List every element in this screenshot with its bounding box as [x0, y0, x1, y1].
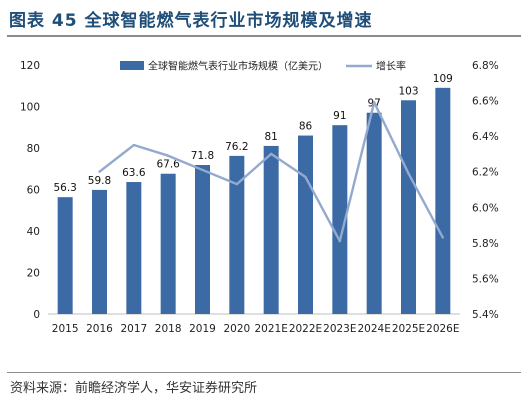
right-y-tick-label: 6.0% [472, 202, 499, 214]
right-y-tick-label: 5.4% [472, 309, 499, 321]
source-note: 资料来源：前瞻经济学人，华安证券研究所 [10, 381, 258, 396]
bar-series [57, 87, 451, 315]
bar-data-label: 103 [398, 85, 418, 97]
growth-line-series [98, 101, 445, 243]
bar [229, 155, 245, 314]
bar [160, 173, 176, 314]
bar-data-label: 76.2 [225, 141, 248, 153]
growth-point [235, 182, 239, 186]
x-tick-label: 2019 [189, 323, 216, 335]
left-y-tick-labels: 0 20 40 60 80 100 120 [20, 60, 40, 321]
bar [366, 112, 382, 314]
figure-title: 图表 45 全球智能燃气表行业市场规模及增速 [9, 11, 373, 31]
right-y-tick-label: 6.2% [472, 167, 499, 179]
growth-point [304, 175, 307, 179]
right-y-tick-label: 6.4% [472, 131, 499, 143]
bar-data-label: 71.8 [191, 150, 214, 162]
bar [92, 189, 107, 314]
growth-point [201, 168, 204, 172]
x-tick-label: 2018 [155, 323, 182, 335]
x-tick-label: 2015 [52, 323, 79, 335]
left-y-tick-label: 60 [27, 185, 40, 197]
x-tick-label: 2021E [254, 323, 287, 335]
growth-point [338, 239, 342, 243]
x-tick-label: 2016 [86, 323, 113, 335]
growth-point [269, 152, 273, 156]
bar-data-label: 67.6 [156, 159, 180, 171]
bar [401, 100, 416, 315]
x-tick-label: 2020 [223, 323, 250, 335]
growth-point [98, 170, 101, 173]
bar-data-label: 56.3 [53, 182, 76, 194]
bar [195, 165, 210, 314]
growth-point [441, 236, 445, 239]
growth-point [407, 172, 410, 175]
left-y-tick-label: 40 [27, 226, 40, 238]
right-y-tick-label: 6.6% [472, 96, 499, 108]
legend-line-label: 增长率 [376, 60, 406, 73]
x-tick-labels: 2015 2016 2017 2018 2019 2020 2021E 2022E 2023E 2… [52, 323, 460, 335]
x-tick-label: 2025E [392, 323, 425, 335]
bar-data-label: 91 [333, 110, 346, 122]
growth-point [372, 101, 376, 104]
bar-data-label: 86 [299, 121, 313, 133]
right-y-tick-label: 5.8% [472, 238, 499, 250]
x-tick-label: 2023E [323, 323, 356, 335]
left-y-tick-label: 80 [27, 143, 40, 155]
title-divider [7, 35, 521, 37]
left-y-tick-label: 120 [20, 60, 40, 72]
right-y-tick-labels: 5.4% 5.6% 5.8% 6.0% 6.2% 6.4% 6.6% 6.8% [472, 60, 499, 321]
bar [263, 145, 279, 314]
left-y-tick-label: 100 [20, 102, 40, 114]
x-tick-label: 2022E [289, 323, 322, 335]
growth-point [132, 143, 136, 147]
source-divider [7, 372, 521, 373]
x-tick-label: 2026E [426, 323, 459, 335]
legend-bar-label: 全球智能燃气表行业市场规模（亿美元） [148, 60, 328, 73]
bar-data-label: 59.8 [88, 175, 111, 187]
bar [57, 197, 73, 314]
figure-header: 图表 45 全球智能燃气表行业市场规模及增速 [7, 2, 521, 37]
left-y-tick-label: 20 [27, 268, 40, 280]
bar-data-label: 81 [264, 131, 277, 143]
bar-data-label: 109 [433, 73, 453, 85]
bar [126, 182, 142, 314]
left-y-tick-label: 0 [33, 309, 40, 321]
chart-legend: 全球智能燃气表行业市场规模（亿美元） 增长率 [120, 60, 406, 73]
bar [298, 135, 313, 314]
x-tick-label: 2017 [120, 323, 147, 335]
legend-bar-swatch [120, 61, 144, 70]
right-y-tick-label: 6.8% [472, 60, 499, 72]
bar [435, 87, 451, 314]
bar [332, 125, 348, 314]
growth-point [166, 154, 170, 157]
x-tick-label: 2024E [357, 323, 390, 335]
right-y-tick-label: 5.6% [472, 273, 499, 285]
bar-data-label: 63.6 [122, 167, 146, 179]
